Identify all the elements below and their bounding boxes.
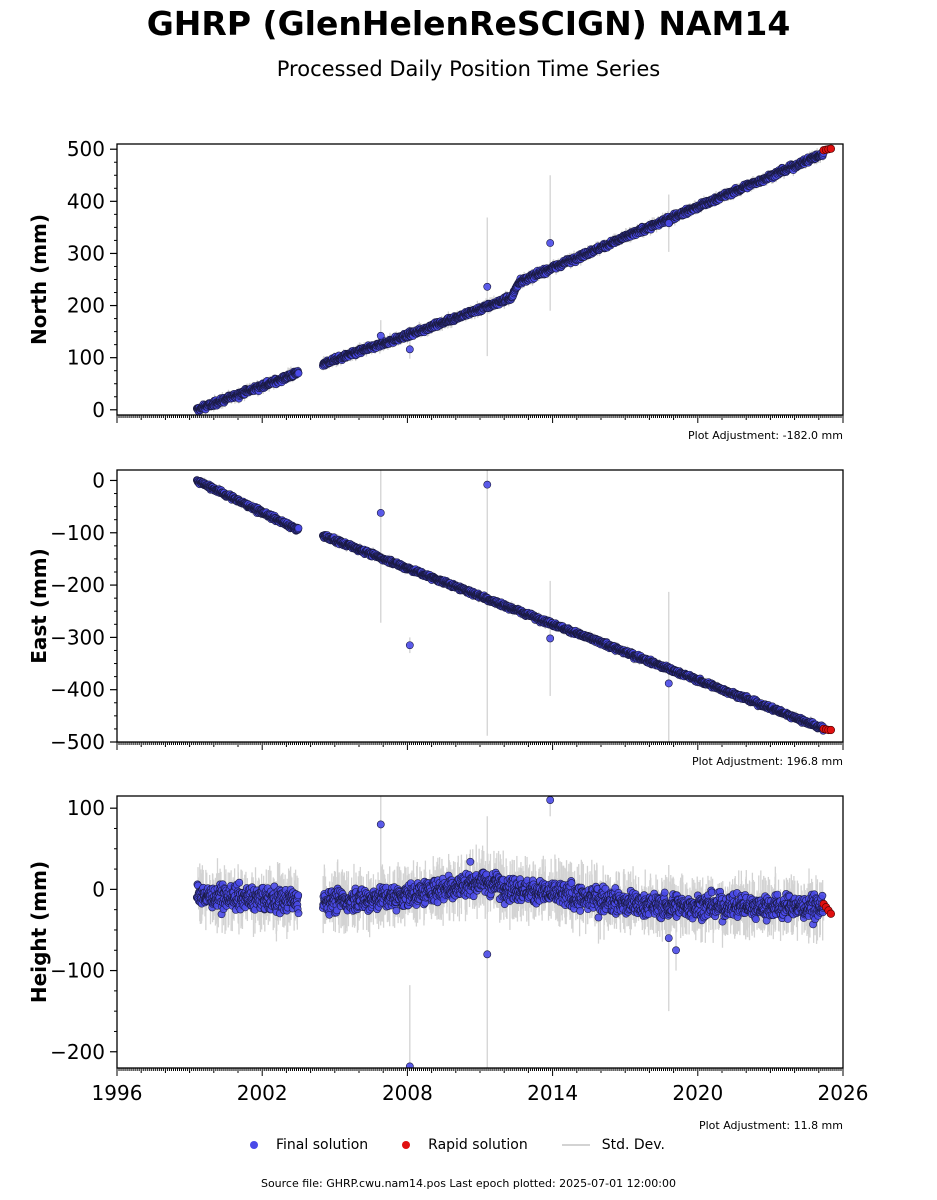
north-y-tick-label: 300 (67, 241, 105, 265)
north-final-point (664, 219, 673, 228)
east-final-points (192, 476, 828, 735)
north-y-tick-label: 200 (67, 294, 105, 318)
north-y-tick-label: 100 (67, 346, 105, 370)
north-y-axis-label: North (mm) (27, 214, 51, 345)
north-y-tick-label: 500 (67, 137, 105, 161)
north-final-point (483, 282, 492, 291)
north-rapid-points (819, 144, 836, 155)
east-final-point (294, 524, 303, 533)
north-final-point (294, 369, 303, 378)
north-x-ticks (116, 415, 844, 423)
north-y-tick-label: 400 (67, 189, 105, 213)
north-final-points (192, 148, 828, 415)
page-title: GHRP (GlenHelenReSCIGN) NAM14 (146, 4, 791, 43)
north-y-ticks: 0 100 200 300 400 500 (67, 137, 117, 422)
north-final-point (405, 345, 414, 354)
north-plot-area (192, 144, 836, 415)
north-final-point (546, 239, 555, 247)
north-panel: 0 100 200 300 400 500 North (mm) (27, 137, 844, 423)
north-y-tick-label: 0 (92, 398, 105, 422)
north-final-point (376, 331, 385, 340)
north-rapid-point (826, 144, 836, 153)
page-subtitle: Processed Daily Position Time Series (276, 57, 661, 81)
east-plot-area (192, 470, 836, 742)
